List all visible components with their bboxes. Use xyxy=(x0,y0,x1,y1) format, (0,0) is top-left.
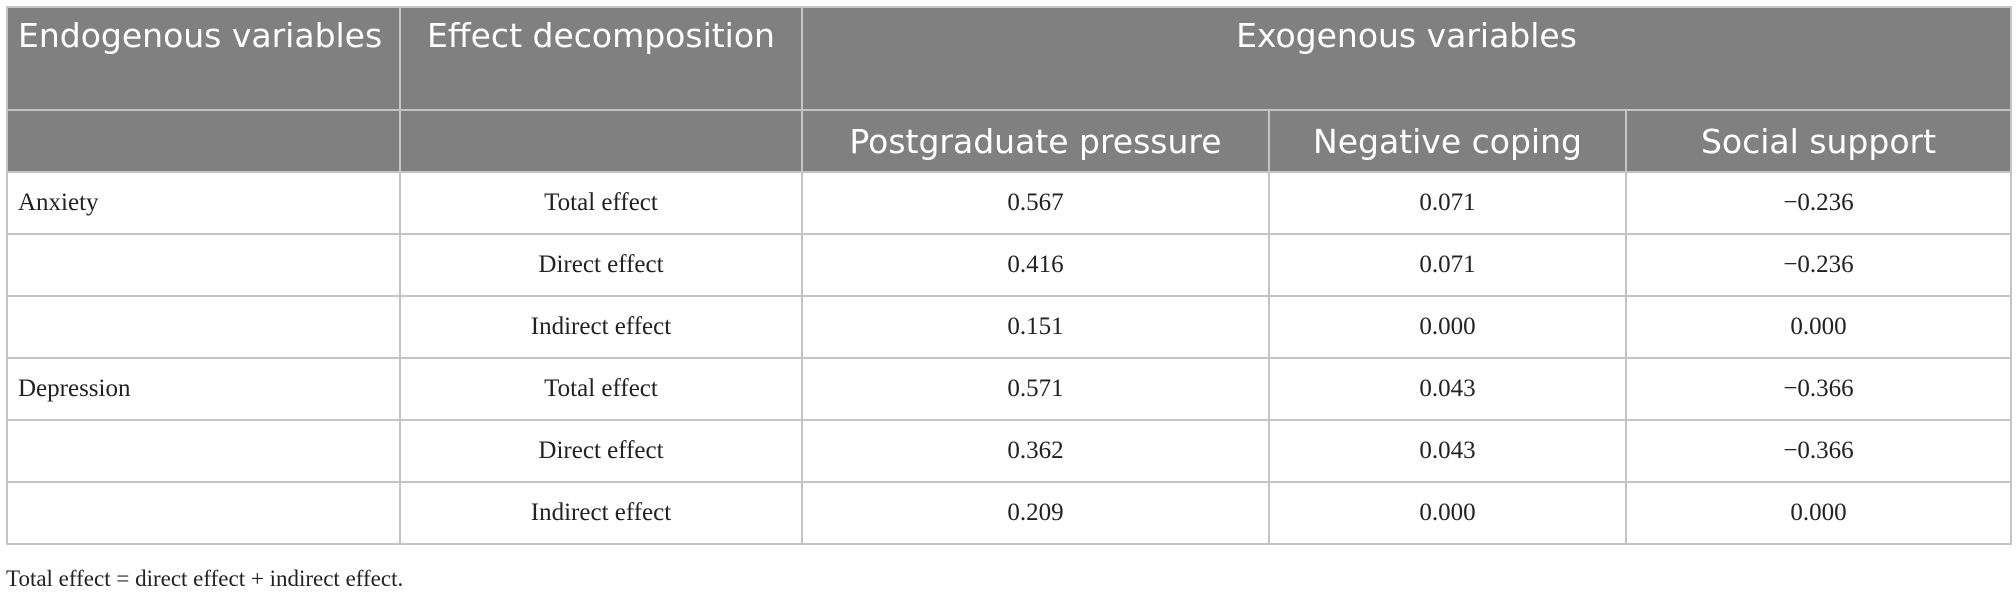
value-cell: 0.151 xyxy=(801,295,1270,359)
group-cell xyxy=(6,419,401,483)
value-cell: −0.366 xyxy=(1624,357,2013,421)
effect-cell: Total effect xyxy=(399,357,803,421)
value-cell: 0.000 xyxy=(1268,295,1627,359)
effect-cell: Total effect xyxy=(399,171,803,235)
value-cell: 0.362 xyxy=(801,419,1270,483)
table-row: Depression Total effect 0.571 0.043 −0.366 xyxy=(6,357,2013,421)
value-cell: −0.366 xyxy=(1624,419,2013,483)
value-cell: −0.236 xyxy=(1624,233,2013,297)
table-row: Indirect effect 0.151 0.000 0.000 xyxy=(6,295,2013,359)
effect-cell: Direct effect xyxy=(399,233,803,297)
table-body: Anxiety Total effect 0.567 0.071 −0.236 Direc… xyxy=(6,171,2013,545)
value-cell: 0.071 xyxy=(1268,171,1627,235)
header-cell: Endogenous variables xyxy=(6,6,401,111)
group-cell: Anxiety xyxy=(6,171,401,235)
value-cell: 0.043 xyxy=(1268,357,1627,421)
value-cell: 0.043 xyxy=(1268,419,1627,483)
value-cell: 0.416 xyxy=(801,233,1270,297)
header-cell: Social support xyxy=(1624,109,2013,173)
header-cell: Effect decomposition xyxy=(399,6,803,111)
group-cell xyxy=(6,295,401,359)
value-cell: 0.209 xyxy=(801,481,1270,545)
table-row: Direct effect 0.362 0.043 −0.366 xyxy=(6,419,2013,483)
group-cell: Depression xyxy=(6,357,401,421)
effect-cell: Indirect effect xyxy=(399,295,803,359)
value-cell: 0.071 xyxy=(1268,233,1627,297)
table-row: Direct effect 0.416 0.071 −0.236 xyxy=(6,233,2013,297)
table-row: Anxiety Total effect 0.567 0.071 −0.236 xyxy=(6,171,2013,235)
value-cell: 0.571 xyxy=(801,357,1270,421)
header-cell: Negative coping xyxy=(1268,109,1627,173)
group-cell xyxy=(6,233,401,297)
header-cell: Exogenous variables xyxy=(800,6,2013,111)
value-cell: 0.567 xyxy=(801,171,1270,235)
footnote: Total effect = direct effect + indirect … xyxy=(6,566,404,591)
effect-cell: Direct effect xyxy=(399,419,803,483)
header-cell xyxy=(399,109,803,173)
value-cell: 0.000 xyxy=(1624,481,2013,545)
header-cell: Postgraduate pressure xyxy=(801,109,1270,173)
value-cell: −0.236 xyxy=(1624,171,2013,235)
value-cell: 0.000 xyxy=(1624,295,2013,359)
effect-cell: Indirect effect xyxy=(399,481,803,545)
table-row: Indirect effect 0.209 0.000 0.000 xyxy=(6,481,2013,545)
group-cell xyxy=(6,481,401,545)
value-cell: 0.000 xyxy=(1268,481,1627,545)
effects-table: Endogenous variables Effect decompositio… xyxy=(6,6,2013,545)
header-cell xyxy=(6,109,401,173)
